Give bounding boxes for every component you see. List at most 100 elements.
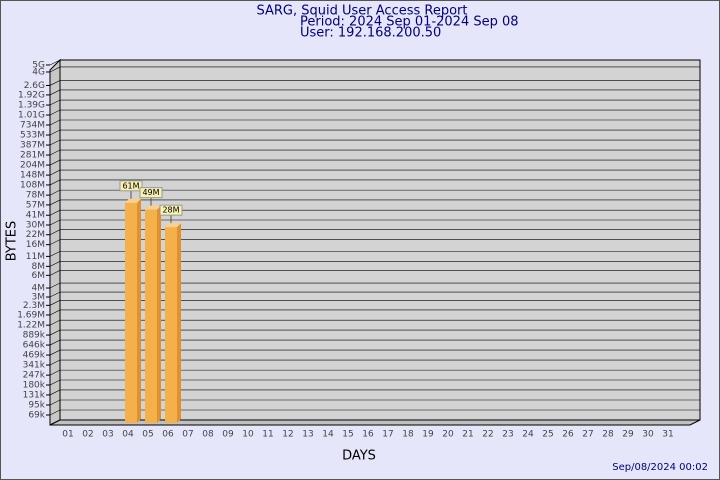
grid-line bbox=[49, 369, 700, 376]
y-tick-label: 16M bbox=[26, 240, 45, 250]
grid-line bbox=[49, 270, 700, 276]
x-tick-label: 03 bbox=[102, 430, 113, 440]
value-label: 61M bbox=[122, 181, 139, 190]
x-tick-label: 02 bbox=[82, 430, 93, 440]
x-tick-label: 11 bbox=[262, 430, 273, 440]
y-tick-label: 1.22M bbox=[17, 321, 45, 331]
grid-line bbox=[49, 239, 700, 245]
grid-line bbox=[49, 80, 700, 86]
x-tick-label: 23 bbox=[502, 430, 513, 440]
x-tick-label: 05 bbox=[142, 430, 153, 440]
x-tick-label: 04 bbox=[122, 430, 134, 440]
grid-line bbox=[49, 59, 700, 66]
label-box bbox=[119, 180, 143, 192]
grid-line bbox=[49, 309, 700, 316]
grid-line bbox=[49, 261, 700, 267]
bar-top bbox=[125, 198, 141, 203]
bar bbox=[165, 227, 177, 423]
y-tick-label: 2.6G bbox=[24, 81, 45, 91]
y-tick-label: 11M bbox=[26, 252, 45, 262]
x-axis-title: DAYS bbox=[342, 449, 376, 464]
y-tick-label: 8M bbox=[32, 262, 46, 272]
grid-line bbox=[49, 349, 700, 356]
y-tick-label: 281M bbox=[20, 151, 45, 161]
grid-line bbox=[49, 89, 700, 96]
y-tick-label: 469k bbox=[23, 351, 46, 361]
y-tick-label: 247k bbox=[23, 371, 46, 381]
value-label: 49M bbox=[142, 188, 159, 197]
x-tick-label: 24 bbox=[522, 430, 534, 440]
bar-top bbox=[165, 223, 181, 228]
x-tick-label: 28 bbox=[602, 430, 614, 440]
y-tick-label: 108M bbox=[20, 180, 45, 190]
y-tick-label: 95k bbox=[28, 400, 45, 410]
y-tick-label: 22M bbox=[26, 230, 45, 240]
y-tick-label: 4M bbox=[32, 284, 46, 294]
y-tick-label: 69k bbox=[28, 411, 45, 421]
x-tick-label: 22 bbox=[482, 430, 493, 440]
bar-side bbox=[177, 223, 181, 423]
grid-line bbox=[49, 379, 700, 386]
x-tick-label: 07 bbox=[182, 430, 193, 440]
y-tick-label: 204M bbox=[20, 161, 45, 171]
grid-line bbox=[49, 339, 700, 346]
x-tick-label: 06 bbox=[162, 430, 174, 440]
y-tick-label: 646k bbox=[23, 341, 46, 351]
grid-line bbox=[49, 219, 700, 226]
y-tick-label: 1.69M bbox=[17, 310, 45, 320]
y-tick-label: 1.01G bbox=[18, 111, 45, 121]
grid-line bbox=[49, 129, 700, 136]
y-tick-label: 131k bbox=[23, 390, 46, 400]
label-box bbox=[139, 187, 163, 199]
grid-line bbox=[49, 229, 700, 235]
x-tick-label: 10 bbox=[242, 430, 254, 440]
y-tick-label: 3M bbox=[32, 293, 46, 303]
y-tick-label: 6M bbox=[32, 271, 46, 281]
grid-line bbox=[49, 109, 700, 116]
y-tick-label: 41M bbox=[26, 211, 45, 221]
y-tick-label: 734M bbox=[20, 121, 45, 131]
grid-line bbox=[49, 99, 700, 106]
y-tick-label: 57M bbox=[26, 200, 45, 210]
x-tick-label: 08 bbox=[202, 430, 214, 440]
y-tick-label: 2.3M bbox=[23, 301, 45, 311]
chart-subtitle: Period: 2024 Sep 01-2024 Sep 08 bbox=[300, 15, 519, 30]
grid-line bbox=[49, 389, 700, 396]
grid-line bbox=[49, 169, 700, 176]
x-tick-label: 31 bbox=[662, 430, 673, 440]
grid-line bbox=[49, 209, 700, 216]
bar-side bbox=[157, 205, 161, 423]
x-tick-label: 12 bbox=[282, 430, 293, 440]
grid-line bbox=[49, 189, 700, 196]
x-tick-label: 29 bbox=[622, 430, 634, 440]
x-tick-label: 01 bbox=[62, 430, 73, 440]
grid-line bbox=[49, 179, 700, 186]
grid-line bbox=[49, 199, 700, 206]
grid-line bbox=[49, 329, 700, 336]
grid-line bbox=[49, 119, 700, 126]
x-tick-label: 14 bbox=[322, 430, 334, 440]
x-tick-label: 13 bbox=[302, 430, 313, 440]
grid-line bbox=[49, 409, 700, 416]
y-tick-label: 1.92G bbox=[18, 90, 45, 100]
x-tick-label: 16 bbox=[362, 430, 374, 440]
y-tick-label: 30M bbox=[26, 221, 45, 231]
y-tick-label: 180k bbox=[23, 381, 46, 391]
user: User: 192.168.200.50 bbox=[300, 26, 441, 41]
grid-line bbox=[49, 159, 700, 166]
grid-line bbox=[49, 300, 700, 306]
floor bbox=[49, 419, 701, 426]
y-tick-label: 341k bbox=[23, 361, 46, 371]
y-tick-label: 533M bbox=[20, 131, 45, 141]
x-tick-label: 20 bbox=[442, 430, 454, 440]
bar-side bbox=[137, 198, 141, 423]
x-tick-label: 19 bbox=[422, 430, 434, 440]
y-axis-title: BYTES bbox=[5, 221, 20, 262]
x-tick-label: 15 bbox=[342, 430, 353, 440]
grid-line bbox=[49, 359, 700, 366]
x-tick-label: 27 bbox=[582, 430, 593, 440]
grid-line bbox=[49, 149, 700, 156]
grid-line bbox=[49, 399, 700, 406]
grid-line bbox=[49, 291, 700, 298]
